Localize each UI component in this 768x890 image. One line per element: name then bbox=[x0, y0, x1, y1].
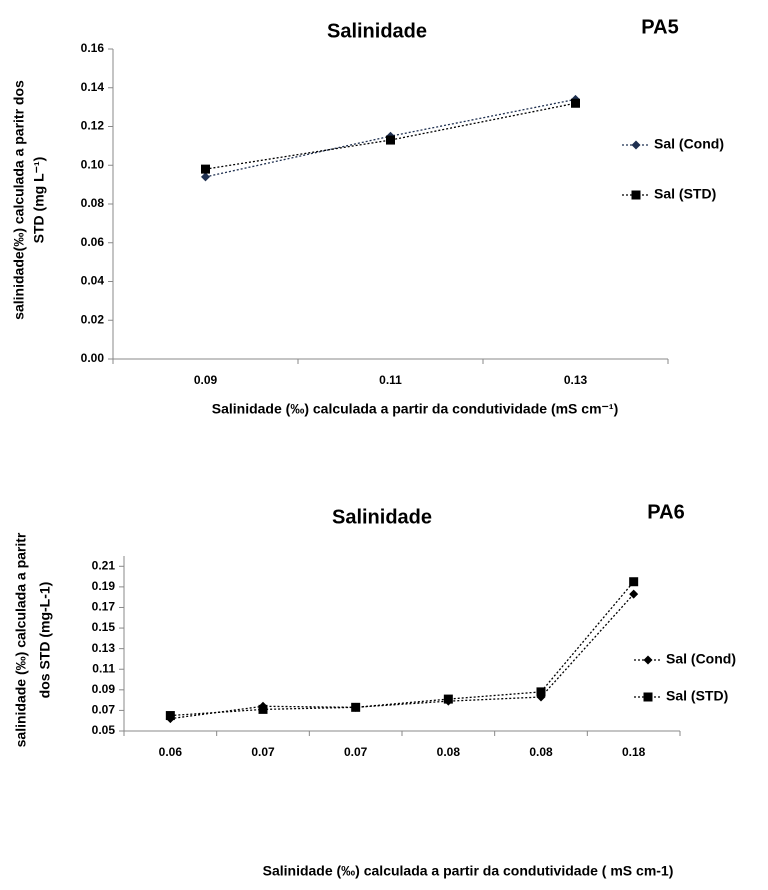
series-line bbox=[170, 581, 635, 717]
marker bbox=[165, 711, 175, 721]
y-tick-label: 0.02 bbox=[81, 312, 105, 326]
y-tick-label: 0.16 bbox=[81, 41, 105, 55]
chart-title: Salinidade bbox=[327, 20, 427, 42]
y-axis-label: dos STD (mg-L-1) bbox=[37, 582, 53, 699]
y-tick-label: 0.08 bbox=[81, 196, 105, 210]
marker bbox=[201, 164, 210, 174]
series-line bbox=[170, 593, 635, 720]
marker bbox=[631, 190, 641, 200]
marker bbox=[351, 702, 361, 712]
x-axis-label: Salinidade (‰) calculada a partir da con… bbox=[212, 401, 618, 417]
x-tick-label: 0.18 bbox=[622, 745, 646, 759]
y-axis-label: salinidade (‰) calculada a paritr bbox=[13, 532, 29, 747]
y-tick-label: 0.13 bbox=[92, 641, 116, 655]
marker bbox=[258, 704, 268, 714]
y-axis-label: STD (mg L⁻¹) bbox=[31, 157, 47, 244]
x-tick-label: 0.07 bbox=[251, 745, 275, 759]
y-tick-label: 0.06 bbox=[81, 235, 105, 249]
y-tick-label: 0.15 bbox=[92, 620, 116, 634]
y-tick-label: 0.17 bbox=[92, 600, 116, 614]
legend-label: Sal (Cond) bbox=[666, 651, 736, 667]
legend-label: Sal (STD) bbox=[654, 186, 716, 202]
line-chart: Salinidade PA6 0.05 0.07 0.09 0.11 0.13 0.15 0.1… bbox=[13, 501, 736, 878]
line-chart: Salinidade PA5 0.00 0.02 0.04 0.06 0.08 0.10 0.1… bbox=[11, 16, 724, 416]
y-tick-label: 0.09 bbox=[92, 682, 116, 696]
x-tick-label: 0.13 bbox=[564, 373, 588, 387]
y-tick-label: 0.05 bbox=[92, 723, 116, 737]
legend-label: Sal (STD) bbox=[666, 688, 728, 704]
x-tick-label: 0.08 bbox=[437, 745, 461, 759]
marker bbox=[631, 140, 641, 150]
y-tick-label: 0.10 bbox=[81, 157, 105, 171]
marker bbox=[386, 135, 395, 145]
y-tick-label: 0.11 bbox=[92, 661, 115, 675]
marker bbox=[571, 98, 580, 108]
marker bbox=[536, 687, 546, 697]
marker bbox=[643, 655, 653, 665]
y-tick-label: 0.12 bbox=[81, 119, 105, 133]
y-tick-label: 0.00 bbox=[81, 351, 105, 365]
chart-subtitle: PA6 bbox=[647, 501, 684, 523]
legend-label: Sal (Cond) bbox=[654, 136, 724, 152]
marker bbox=[643, 692, 653, 702]
chart-title: Salinidade bbox=[332, 506, 432, 528]
y-tick-label: 0.04 bbox=[81, 274, 105, 288]
chart-subtitle: PA5 bbox=[641, 16, 678, 38]
x-axis-label: Salinidade (‰) calculada a partir da con… bbox=[263, 863, 674, 879]
x-tick-label: 0.11 bbox=[379, 373, 402, 387]
marker bbox=[201, 172, 210, 182]
marker bbox=[629, 589, 639, 599]
y-tick-label: 0.14 bbox=[81, 80, 105, 94]
marker bbox=[443, 694, 453, 704]
y-tick-label: 0.21 bbox=[92, 558, 116, 572]
marker bbox=[629, 577, 639, 587]
x-tick-label: 0.06 bbox=[159, 745, 183, 759]
series-line bbox=[205, 102, 576, 170]
x-tick-label: 0.09 bbox=[194, 373, 218, 387]
y-tick-label: 0.19 bbox=[92, 579, 116, 593]
x-tick-label: 0.07 bbox=[344, 745, 368, 759]
y-tick-label: 0.07 bbox=[92, 703, 116, 717]
x-tick-label: 0.08 bbox=[529, 745, 553, 759]
y-axis-label: salinidade(‰) calculada a paritr dos bbox=[11, 80, 27, 320]
